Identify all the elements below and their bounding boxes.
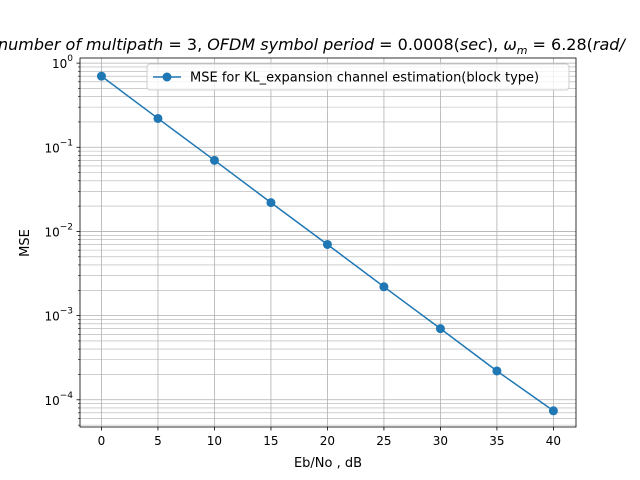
x-tick-label: 0	[98, 434, 106, 448]
title-part-9: = 6.28(	[527, 35, 592, 54]
y-tick-base: 10	[52, 57, 67, 71]
title-part-5: sec	[460, 35, 487, 54]
y-tick-base: 10	[44, 141, 59, 155]
data-point	[209, 155, 219, 165]
data-point	[96, 71, 106, 81]
data-point	[379, 282, 389, 292]
legend-frame	[146, 63, 570, 91]
y-tick-label: 10−2	[44, 222, 73, 239]
title-part-10: rad	[593, 35, 620, 54]
legend-label: MSE for KL_expansion channel estimation(…	[190, 71, 539, 86]
y-tick-base: 10	[44, 310, 59, 324]
y-axis-label: MSE	[18, 229, 33, 257]
x-tick-label: 30	[433, 434, 448, 448]
x-tick-label: 20	[320, 434, 335, 448]
axes-frame	[79, 57, 577, 428]
title-part-11: /	[617, 35, 626, 54]
plot-series	[96, 71, 558, 416]
data-point	[548, 406, 558, 416]
data-point	[322, 239, 332, 249]
x-axis-ticks: 0 5 10 15 20 25 30 35 40	[98, 427, 561, 448]
y-tick-exponent: 0	[67, 54, 73, 64]
x-tick-label: 10	[207, 434, 222, 448]
title-part-4: = 0.0008(	[374, 35, 460, 54]
x-axis-label: Eb/No , dB	[294, 456, 362, 471]
y-tick-label: 100	[52, 54, 73, 71]
legend-marker-swatch	[162, 72, 172, 82]
title-omega-subscript: m	[517, 44, 528, 57]
x-tick-label: 25	[376, 434, 391, 448]
title-part-2: = 3,	[163, 35, 207, 54]
y-tick-base: 10	[44, 394, 59, 408]
chart-title: number of multipath = 3, OFDM symbol per…	[0, 35, 626, 57]
y-tick-label: 10−4	[44, 391, 73, 408]
title-part-1: number of multipath	[0, 35, 163, 54]
data-point	[153, 113, 163, 123]
title-part-3: OFDM symbol period	[207, 35, 375, 54]
y-tick-label: 10−3	[44, 307, 73, 324]
y-tick-exponent: −2	[60, 222, 73, 232]
legend: MSE for KL_expansion channel estimation(…	[146, 63, 570, 91]
title-part-6: ),	[487, 35, 503, 54]
y-tick-exponent: −3	[60, 307, 73, 317]
data-point	[266, 198, 276, 208]
y-tick-exponent: −4	[60, 391, 74, 401]
grid-lines	[80, 58, 576, 427]
data-point	[435, 324, 445, 334]
x-tick-label: 35	[489, 434, 504, 448]
x-tick-label: 5	[154, 434, 162, 448]
title-omega: ω	[503, 35, 516, 54]
x-tick-label: 15	[263, 434, 278, 448]
x-tick-label: 40	[546, 434, 561, 448]
y-tick-exponent: −1	[60, 138, 73, 148]
data-point	[492, 366, 502, 376]
y-tick-base: 10	[44, 225, 59, 239]
y-tick-label: 10−1	[44, 138, 73, 155]
